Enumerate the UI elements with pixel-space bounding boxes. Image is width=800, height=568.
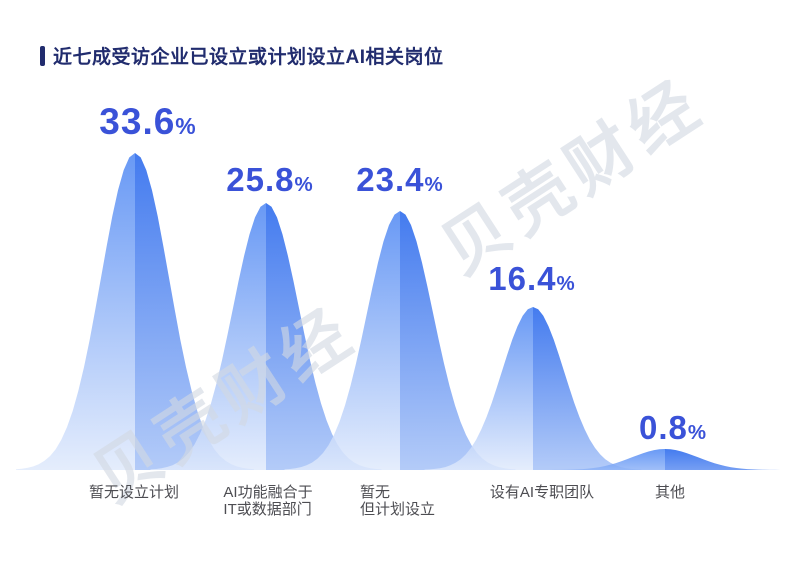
page-title: 近七成受访企业已设立或计划设立AI相关岗位 — [53, 47, 444, 68]
category-line: AI功能融合于 — [223, 484, 313, 501]
value-label-2: 25.8% — [226, 163, 313, 196]
percent-sign: % — [175, 113, 197, 139]
peak-3-right-half — [400, 211, 516, 470]
peak-2-right-half — [266, 203, 382, 470]
chart-header: 近七成受访企业已设立或计划设立AI相关岗位 — [40, 42, 444, 69]
category-label-2: AI功能融合于 IT或数据部门 — [223, 484, 312, 518]
peak-3-left-half — [284, 211, 400, 470]
percent-sign: % — [294, 173, 314, 196]
percent-sign: % — [424, 173, 444, 196]
title-accent-bar — [40, 45, 45, 66]
peak-5-left-half — [549, 449, 665, 470]
category-line: IT或数据部门 — [223, 501, 312, 518]
value-number: 0.8 — [638, 409, 688, 446]
category-label-5: 其他 — [655, 484, 685, 501]
value-number: 16.4 — [488, 260, 557, 297]
peak-4-right-half — [533, 307, 642, 470]
category-line: 设有AI专职团队 — [489, 484, 595, 501]
peak-4-left-half — [424, 307, 533, 470]
category-label-1: 暂无设立计划 — [89, 484, 179, 501]
value-label-3: 23.4% — [356, 163, 443, 196]
peak-1-right-half — [135, 153, 254, 470]
value-number: 33.6 — [99, 101, 176, 142]
category-label-3: 暂无 但计划设立 — [360, 484, 435, 518]
value-number: 25.8 — [226, 161, 295, 198]
value-label-5: 0.8% — [639, 411, 707, 444]
category-label-4: 设有AI专职团队 — [490, 484, 594, 501]
value-number: 23.4 — [356, 161, 425, 198]
percent-sign: % — [687, 421, 708, 444]
category-line: 其他 — [654, 484, 686, 501]
percent-sign: % — [556, 272, 576, 295]
peak-5-right-half — [665, 449, 781, 470]
value-label-1: 33.6% — [99, 103, 196, 140]
category-line: 暂无设立计划 — [88, 484, 180, 501]
value-label-4: 16.4% — [488, 262, 575, 295]
category-line: 暂无 — [360, 484, 391, 501]
peak-1-left-half — [16, 153, 135, 470]
peak-2-left-half — [150, 203, 266, 470]
category-line: 但计划设立 — [360, 501, 436, 518]
